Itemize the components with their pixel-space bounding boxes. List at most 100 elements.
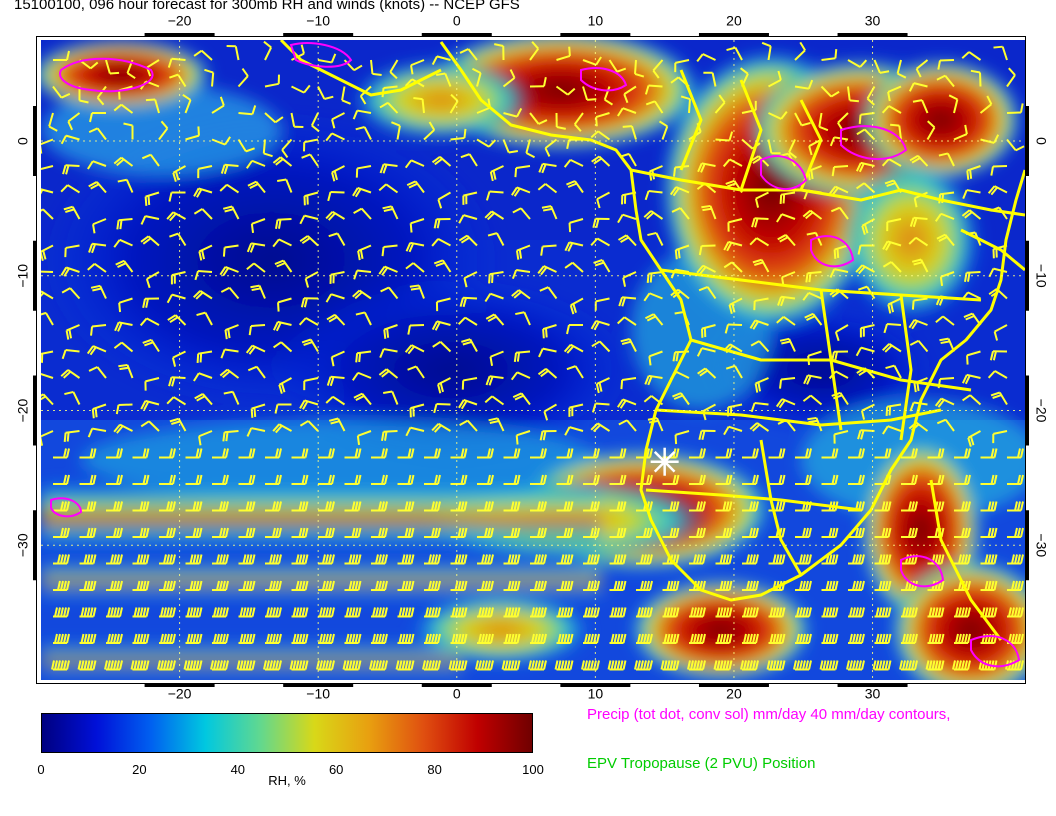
wind-barb (318, 527, 335, 538)
wind-barb (459, 48, 478, 61)
wind-barb (648, 350, 663, 366)
wind-barbs (41, 40, 1025, 671)
wind-barb (193, 187, 213, 198)
wind-barb (87, 160, 107, 170)
wind-barb (353, 207, 372, 220)
wind-barb (355, 126, 372, 140)
wind-barb (382, 205, 399, 220)
wind-barb (159, 607, 176, 618)
wind-barb (41, 244, 54, 262)
wind-barb (855, 264, 875, 275)
wind-barb (88, 181, 107, 194)
wind-barb (265, 527, 282, 538)
wind-barb (537, 265, 557, 276)
wind-barb (352, 109, 372, 120)
wind-barb (703, 71, 717, 87)
wind-barb (662, 501, 680, 512)
wind-barb (276, 178, 293, 193)
wind-barb (450, 527, 468, 538)
wind-barb (435, 72, 452, 87)
wind-barb (644, 190, 663, 201)
wind-barb (541, 205, 558, 220)
wind-barb (407, 324, 425, 335)
wind-barb (564, 261, 584, 273)
wind-barb (701, 204, 717, 220)
wind-barb (620, 338, 637, 352)
wind-barb (1007, 527, 1024, 538)
wind-barb (212, 607, 229, 618)
wind-barb (159, 501, 176, 512)
wind-barb (48, 112, 58, 132)
wind-barb (788, 139, 798, 159)
wind-barb (53, 633, 70, 644)
wind-barb (353, 392, 372, 406)
wind-barb (908, 319, 928, 330)
wind-barb (556, 527, 574, 538)
wind-barb (749, 422, 770, 432)
wind-barb (245, 159, 266, 169)
wind-barb (912, 99, 929, 114)
wind-barb (449, 93, 459, 114)
wind-barb (966, 350, 981, 365)
wind-barb (113, 423, 133, 434)
wind-barb (171, 350, 186, 367)
wind-barb (795, 474, 812, 485)
wind-barb (397, 448, 415, 459)
wind-barb (250, 218, 266, 234)
wind-barb (777, 234, 796, 247)
wind-barb (219, 183, 240, 194)
wind-barb (961, 209, 982, 220)
wind-barb (530, 474, 547, 485)
wind-barb (634, 59, 645, 78)
wind-barb (962, 394, 982, 406)
wind-barb (356, 430, 372, 446)
wind-barb (618, 419, 637, 432)
wind-barb (539, 286, 558, 300)
wind-barb (397, 474, 415, 485)
wind-barb (168, 191, 186, 202)
wind-barb (132, 474, 150, 485)
wind-barb (890, 123, 902, 140)
wind-barb (477, 527, 494, 538)
wind-barb (901, 474, 918, 485)
wind-barb (132, 527, 150, 538)
wind-barb (433, 259, 452, 273)
wind-barb (568, 218, 584, 233)
wind-barb (185, 527, 203, 538)
wind-barb (291, 580, 309, 591)
wind-barb (106, 527, 123, 538)
wind-barb (915, 59, 929, 78)
wind-barb (397, 580, 415, 591)
wind-barb (159, 580, 176, 591)
wind-barb (934, 397, 955, 408)
wind-barb (714, 94, 726, 114)
wind-barb (433, 218, 451, 229)
wind-barb (459, 296, 478, 308)
wind-barb (144, 191, 160, 206)
wind-barb (357, 244, 372, 261)
wind-barb (954, 474, 971, 485)
wind-barb (53, 50, 70, 61)
lat-tick-label-right: 0 (1033, 137, 1049, 145)
wind-barb (689, 474, 706, 485)
wind-barb (140, 215, 160, 225)
wind-barb (538, 347, 557, 358)
wind-barb (742, 527, 759, 538)
wind-barb (212, 501, 229, 512)
wind-barb (556, 554, 574, 565)
wind-barb (539, 430, 557, 441)
wind-barb (742, 580, 759, 591)
wind-barb (86, 345, 107, 356)
wind-barb (168, 376, 186, 387)
wind-barb (993, 45, 1008, 61)
wind-barb (927, 448, 945, 459)
wind-barb (908, 82, 928, 92)
colorbar-tick-label: 0 (37, 762, 45, 777)
lon-tick-label-bottom: 30 (865, 686, 881, 702)
wind-barb (636, 527, 653, 538)
wind-barb (643, 210, 664, 220)
wind-barb (185, 554, 203, 565)
wind-barb (238, 105, 257, 116)
wind-barb (990, 391, 1008, 406)
wind-barb (299, 214, 319, 225)
